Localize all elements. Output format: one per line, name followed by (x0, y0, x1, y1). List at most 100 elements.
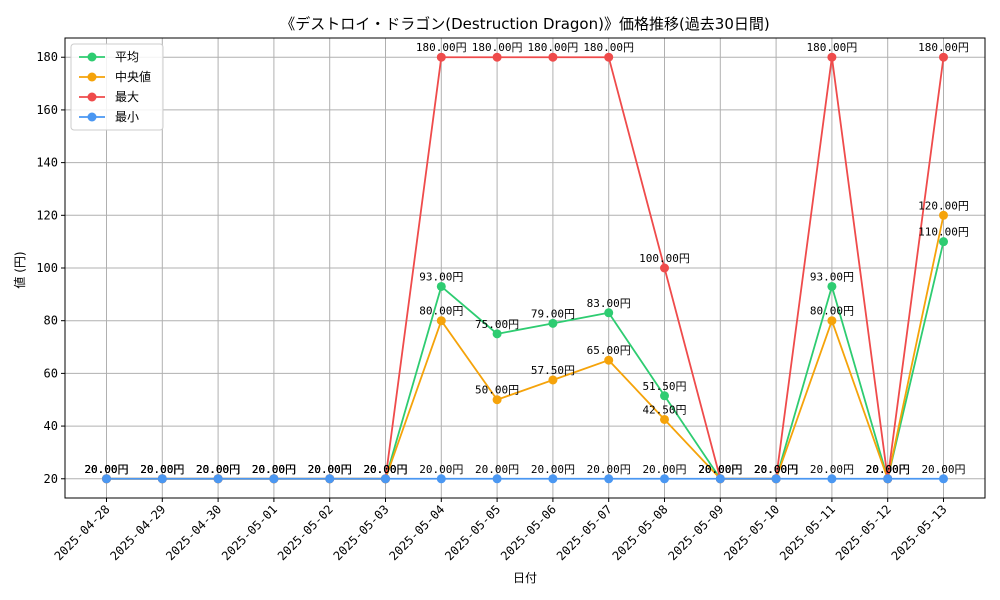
x-tick-label: 2025-05-13 (889, 502, 950, 563)
data-label: 20.00円 (140, 463, 184, 476)
x-tick-label: 2025-05-01 (219, 502, 280, 563)
x-tick-label: 2025-04-29 (107, 502, 168, 563)
data-label: 20.00円 (363, 463, 407, 476)
data-label: 180.00円 (918, 41, 969, 54)
data-label: 20.00円 (140, 463, 184, 476)
data-label: 20.00円 (308, 463, 352, 476)
data-point (939, 237, 948, 247)
x-tick-label: 2025-05-12 (833, 502, 894, 563)
data-label: 20.00円 (196, 463, 240, 476)
data-point (827, 52, 837, 62)
data-point (660, 263, 669, 273)
data-label: 93.00円 (419, 270, 463, 283)
data-point (436, 474, 446, 484)
x-tick-label: 2025-05-08 (610, 502, 671, 563)
data-label: 20.00円 (587, 463, 631, 476)
y-axis-label: 値 (円) (12, 251, 27, 288)
x-tick-label: 2025-05-06 (498, 502, 559, 563)
data-point (548, 474, 558, 484)
data-label: 20.00円 (866, 463, 910, 476)
data-label: 20.00円 (754, 463, 798, 476)
legend-label: 最小 (115, 110, 139, 124)
x-tick-label: 2025-05-04 (386, 502, 447, 563)
data-point (325, 474, 335, 484)
data-label: 20.00円 (642, 463, 686, 476)
data-label: 20.00円 (698, 463, 742, 476)
data-label: 51.50円 (642, 380, 686, 393)
data-label: 20.00円 (363, 463, 407, 476)
data-label: 75.00円 (475, 318, 519, 331)
data-point (102, 474, 111, 484)
data-point (604, 355, 614, 365)
data-label: 20.00円 (531, 463, 575, 476)
legend-marker (87, 72, 97, 82)
data-label: 20.00円 (308, 463, 352, 476)
data-label: 20.00円 (754, 463, 798, 476)
data-label: 20.00円 (252, 463, 296, 476)
data-label: 20.00円 (252, 463, 296, 476)
x-axis: 2025-04-282025-04-292025-04-302025-05-01… (52, 498, 950, 563)
data-label: 20.00円 (308, 463, 352, 476)
data-point (604, 308, 614, 318)
data-label: 20.00円 (866, 463, 910, 476)
data-label: 20.00円 (84, 463, 128, 476)
y-tick-label: 180 (36, 50, 58, 64)
data-label: 100.00円 (639, 252, 690, 265)
grid (65, 38, 985, 498)
data-point (715, 474, 725, 484)
data-point (604, 474, 614, 484)
data-label: 20.00円 (866, 463, 910, 476)
x-axis-label: 日付 (513, 571, 537, 585)
data-label: 20.00円 (754, 463, 798, 476)
data-point (604, 52, 614, 62)
x-tick-label: 2025-05-03 (331, 502, 392, 563)
legend-marker (87, 52, 97, 62)
data-label: 93.00円 (810, 270, 854, 283)
data-point (436, 281, 446, 291)
x-tick-label: 2025-04-28 (52, 502, 113, 563)
data-label: 20.00円 (84, 463, 128, 476)
data-label: 20.00円 (196, 463, 240, 476)
legend-box (70, 43, 164, 131)
data-point (827, 316, 837, 326)
data-point (939, 474, 948, 484)
series-1 (102, 210, 948, 484)
legend-label: 最大 (115, 90, 139, 104)
data-point (157, 474, 167, 484)
data-label: 20.00円 (84, 463, 128, 476)
x-tick-label: 2025-05-07 (554, 502, 615, 563)
data-point (660, 414, 669, 424)
data-label: 20.00円 (196, 463, 240, 476)
data-label: 20.00円 (698, 463, 742, 476)
series-layer (102, 52, 948, 484)
data-label: 79.00円 (531, 307, 575, 320)
data-label: 20.00円 (196, 463, 240, 476)
data-label: 180.00円 (528, 41, 579, 54)
y-tick-label: 80 (44, 314, 58, 328)
data-point (548, 318, 558, 328)
x-tick-label: 2025-05-05 (442, 502, 503, 563)
data-label: 20.00円 (140, 463, 184, 476)
data-label: 20.00円 (252, 463, 296, 476)
data-label: 20.00円 (363, 463, 407, 476)
data-point (492, 329, 502, 339)
data-point (883, 474, 893, 484)
data-label: 20.00円 (754, 463, 798, 476)
series-line (106, 215, 945, 483)
x-tick-label: 2025-05-11 (777, 502, 838, 563)
data-label: 20.00円 (698, 463, 742, 476)
data-point (436, 52, 446, 62)
data-point (660, 474, 669, 484)
data-point (548, 52, 558, 62)
data-label: 20.00円 (419, 463, 463, 476)
x-tick-label: 2025-04-30 (163, 502, 224, 563)
y-tick-label: 100 (36, 261, 58, 275)
legend-label: 中央値 (115, 69, 151, 84)
data-point (660, 391, 669, 401)
data-label: 20.00円 (810, 463, 854, 476)
chart-title: 《デストロイ・ドラゴン(Destruction Dragon)》価格推移(過去3… (280, 15, 770, 33)
data-label: 20.00円 (698, 463, 742, 476)
data-label: 20.00円 (252, 463, 296, 476)
data-label: 65.00円 (587, 344, 631, 357)
